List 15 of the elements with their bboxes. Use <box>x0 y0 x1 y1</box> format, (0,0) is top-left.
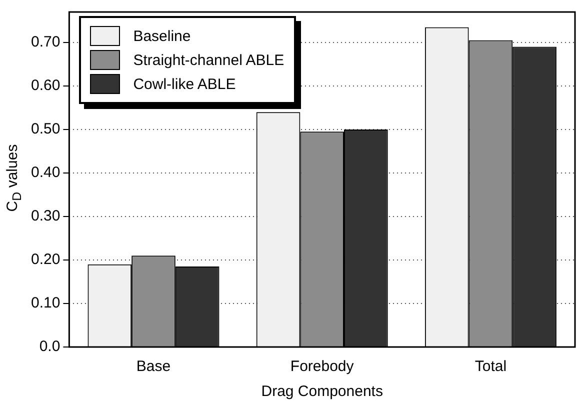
legend-label: Cowl-like ABLE <box>133 76 236 92</box>
y-tick-label: 0.20 <box>30 251 60 268</box>
y-tick-label: 0.50 <box>30 120 60 138</box>
x-tick-label: Total <box>474 358 507 376</box>
legend-label: Baseline <box>133 28 191 44</box>
x-tick-label: Base <box>136 358 171 376</box>
y-tick-label: 0.10 <box>30 294 60 312</box>
y-tick-label: 0.60 <box>30 77 60 94</box>
y-tick-label: 0.0 <box>39 338 60 356</box>
y-tick-label: 0.70 <box>30 34 60 51</box>
legend-label: Straight-channel ABLE <box>133 52 284 68</box>
x-axis-title: Drag Components <box>261 383 383 400</box>
y-tick-label: 0.30 <box>30 208 60 225</box>
x-tick-label: Forebody <box>290 358 354 376</box>
y-tick-label: 0.40 <box>30 164 60 182</box>
